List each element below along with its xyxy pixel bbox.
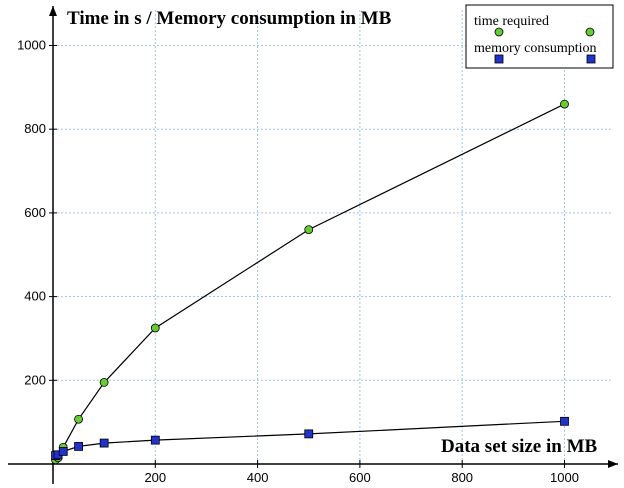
y-tick-label: 200	[24, 372, 46, 387]
y-tick-labels: 200 400 600 800 1000	[17, 38, 46, 388]
y-tick-label: 1000	[17, 38, 46, 53]
legend: time required memory consumption	[465, 4, 614, 69]
data-point-time	[150, 323, 160, 333]
data-point-memory	[150, 435, 160, 445]
grid-lines	[53, 10, 612, 464]
data-point-memory	[74, 442, 83, 451]
x-tick-label: 1000	[550, 470, 579, 485]
chart-title: Time in s / Memory consumption in MB	[67, 8, 392, 29]
x-tick-label: 400	[247, 470, 269, 485]
y-tick-label: 400	[24, 289, 46, 304]
data-point-time	[74, 414, 83, 424]
x-tick-labels: 200 400 600 800 1000	[144, 470, 579, 485]
series-markers	[51, 99, 569, 465]
data-point-time	[560, 99, 569, 109]
x-axis-arrow	[608, 460, 618, 468]
x-tick-label: 600	[349, 470, 371, 485]
legend-marker-time-left	[494, 27, 504, 37]
data-point-time	[304, 225, 314, 235]
data-point-time	[99, 377, 109, 387]
y-axis-arrow	[49, 6, 57, 16]
legend-marker-time-right	[585, 27, 595, 37]
data-point-memory	[304, 429, 314, 439]
x-axis-label: Data set size in MB	[441, 436, 598, 457]
data-point-memory	[58, 447, 68, 456]
data-point-memory	[99, 438, 109, 448]
legend-marker-memory-left	[494, 54, 504, 64]
x-tick-label: 800	[451, 470, 473, 485]
legend-label-memory: memory consumption	[474, 41, 597, 56]
legend-marker-memory-right	[586, 54, 596, 64]
series-line-time	[55, 103, 565, 461]
x-tick-label: 200	[144, 470, 166, 485]
y-tick-label: 600	[24, 205, 46, 220]
series-lines	[55, 103, 565, 461]
y-tick-label: 800	[24, 121, 46, 136]
axes	[8, 6, 618, 484]
data-point-memory	[560, 416, 569, 426]
legend-label-time: time required	[474, 14, 549, 29]
